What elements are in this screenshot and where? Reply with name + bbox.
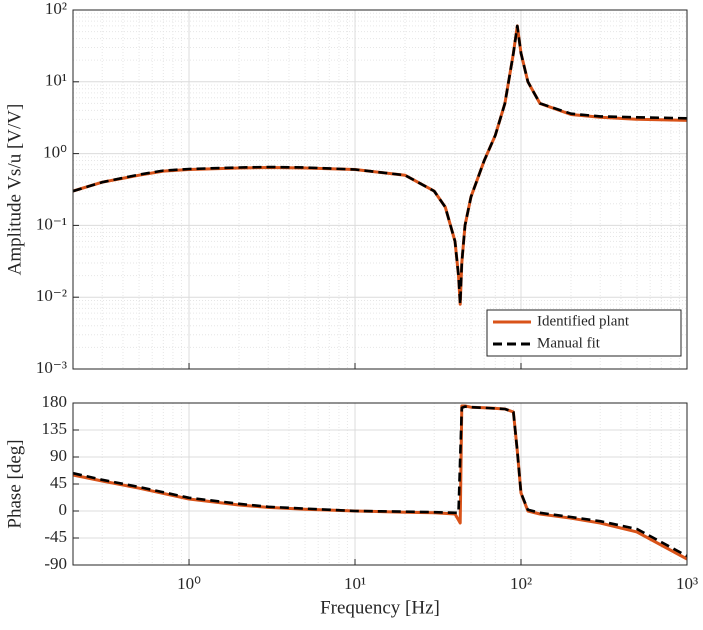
y-tick-label: 10⁻¹: [36, 214, 67, 233]
y-tick-label: 90: [50, 446, 67, 465]
legend-label: Manual fit: [537, 335, 601, 351]
y-tick-label: 10²: [45, 0, 67, 18]
y-tick-label: 10¹: [45, 71, 67, 90]
x-tick-label: 10¹: [344, 574, 366, 593]
y-tick-label: 180: [42, 392, 68, 411]
plot-frame: [72, 402, 688, 566]
y-tick-label: 0: [59, 500, 68, 519]
y-tick-label: 45: [50, 473, 67, 492]
y-tick-label: 10⁻²: [36, 286, 67, 305]
line-series: [72, 24, 688, 306]
y-tick-label: 135: [42, 419, 68, 438]
legend-box: [486, 309, 682, 357]
x-tick-label: 10²: [510, 574, 532, 593]
line-series: [72, 405, 688, 558]
y-axis-label: Amplitude Vs/u [V/V]: [4, 104, 25, 276]
x-axis-label: Frequency [Hz]: [320, 597, 440, 618]
y-tick-label: 10⁻³: [36, 358, 67, 377]
plot-frame: [72, 9, 688, 370]
y-tick-label: -90: [44, 554, 67, 573]
x-tick-label: 10³: [676, 574, 698, 593]
y-axis-label: Phase [deg]: [4, 439, 25, 528]
legend-label: Identified plant: [537, 313, 630, 329]
y-tick-label: 10⁰: [43, 143, 67, 162]
plot-area: [73, 10, 687, 369]
y-tick-label: -45: [44, 527, 67, 546]
x-tick-label: 10⁰: [177, 574, 201, 593]
